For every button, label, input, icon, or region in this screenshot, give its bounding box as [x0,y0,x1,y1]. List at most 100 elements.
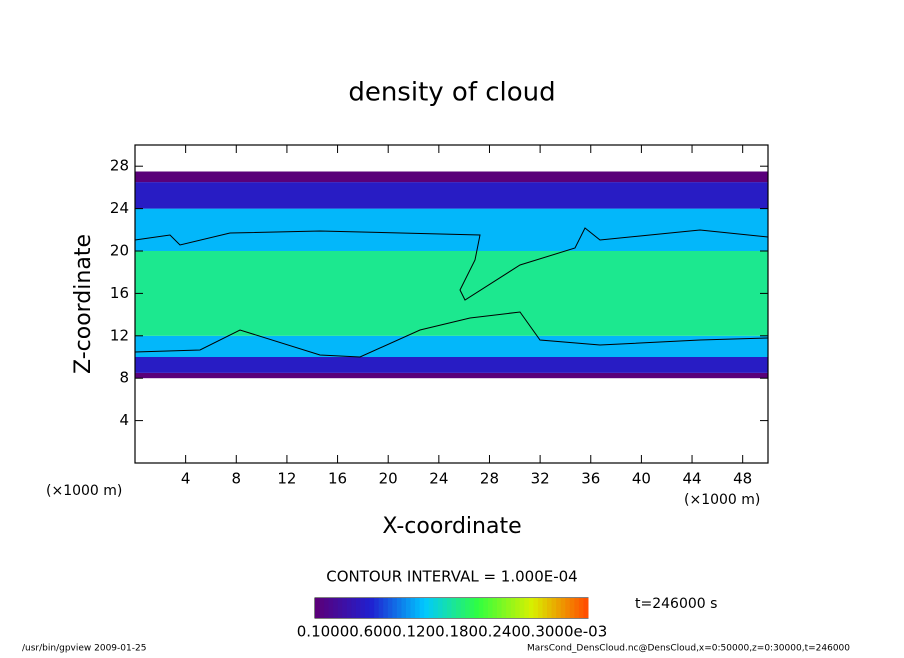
colorbar-cell [474,598,480,618]
contour-interval: CONTOUR INTERVAL = 1.000E-04 [326,568,577,586]
colorbar-cell [537,598,543,618]
colorbar-cell [469,598,475,618]
y-tick-label: 16 [110,284,129,302]
colorbar-cell [524,598,530,618]
colorbar-cell [337,598,343,618]
field-band [135,171,768,183]
footer-left: /usr/bin/gpview 2009-01-25 [22,644,146,654]
colorbar-cell [565,598,571,618]
x-tick-label: 28 [480,470,499,488]
colorbar-cell [315,598,321,618]
x-tick-label: 16 [328,470,347,488]
field-band [135,335,768,357]
colorbar-cell [324,598,330,618]
y-tick-label: 20 [110,242,129,260]
colorbar-cell [446,598,452,618]
colorbar-cell [542,598,548,618]
colorbar-cell [465,598,471,618]
colorbar-cell [383,598,389,618]
colorbar-cell [342,598,348,618]
colorbar-cell [574,598,580,618]
colorbar-cell [346,598,352,618]
x-tick-label: 20 [379,470,398,488]
colorbar-cell [551,598,557,618]
colorbar-cell [428,598,434,618]
x-tick-label: 44 [682,470,701,488]
colorbar-cell [437,598,443,618]
y-tick-label: 28 [110,157,129,175]
colorbar-cell [451,598,457,618]
colorbar-cell [478,598,484,618]
colorbar-cell [460,598,466,618]
y-unit: (×1000 m) [46,483,122,499]
colorbar-cell [328,598,334,618]
colorbar-cell [456,598,462,618]
field-band [135,251,768,336]
contour-line [134,227,769,301]
colorbar-cell [578,598,584,618]
colorbar-cell [378,598,384,618]
colorbar-cell [392,598,398,618]
colorbar-cell [583,598,589,618]
x-axis-label: X-coordinate [382,514,521,539]
colorbar-labels: 0.10000.6000.1200.1800.2400.3000e-03 [297,623,607,641]
y-tick-label: 8 [119,369,129,387]
x-tick-label: 40 [632,470,651,488]
colorbar-cell [569,598,575,618]
y-tick-label: 4 [119,411,129,429]
colorbar-cell [355,598,361,618]
colorbar-cell [419,598,425,618]
colorbar-cell [369,598,375,618]
colorbar-cell [365,598,371,618]
colorbar-cell [492,598,498,618]
colorbar-cell [401,598,407,618]
contour-line [134,311,769,358]
colorbar-cell [515,598,521,618]
colorbar-cell [560,598,566,618]
x-tick-label: 36 [581,470,600,488]
colorbar-cell [483,598,489,618]
colorbar-cell [424,598,430,618]
field-band [135,208,768,251]
plot-frame [134,144,769,464]
colorbar-cell [374,598,380,618]
colorbar-cell [406,598,412,618]
colorbar-cell [442,598,448,618]
x-tick-label: 24 [429,470,448,488]
x-tick-label: 8 [232,470,242,488]
colorbar-cell [360,598,366,618]
time-label: t=246000 s [635,596,717,612]
y-tick-label: 12 [110,326,129,344]
colorbar-cell [333,598,339,618]
field-band [135,182,768,209]
x-tick-label: 32 [531,470,550,488]
y-tick-label: 24 [110,199,129,217]
colorbar-cell [519,598,525,618]
colorbar-cell [410,598,416,618]
colorbar-cell [556,598,562,618]
colorbar-cell [487,598,493,618]
x-tick-label: 4 [181,470,191,488]
x-tick-label: 48 [733,470,752,488]
colorbar-cell [319,598,325,618]
colorbar-cell [528,598,534,618]
x-tick-label: 12 [277,470,296,488]
colorbar-cell [506,598,512,618]
colorbar-cell [415,598,421,618]
colorbar-cell [533,598,539,618]
colorbar-cell [351,598,357,618]
colorbar-cell [547,598,553,618]
y-axis-label: Z-coordinate [71,234,96,374]
footer-right: MarsCond_DensCloud.nc@DensCloud,x=0:5000… [527,644,850,654]
colorbar-cell [510,598,516,618]
colorbar-cell [387,598,393,618]
field-band [135,357,768,373]
x-unit: (×1000 m) [684,492,760,508]
chart-title: density of cloud [348,78,555,108]
field-band [135,372,768,379]
colorbar-cell [396,598,402,618]
colorbar-cell [501,598,507,618]
colorbar-cell [497,598,503,618]
colorbar-cell [433,598,439,618]
